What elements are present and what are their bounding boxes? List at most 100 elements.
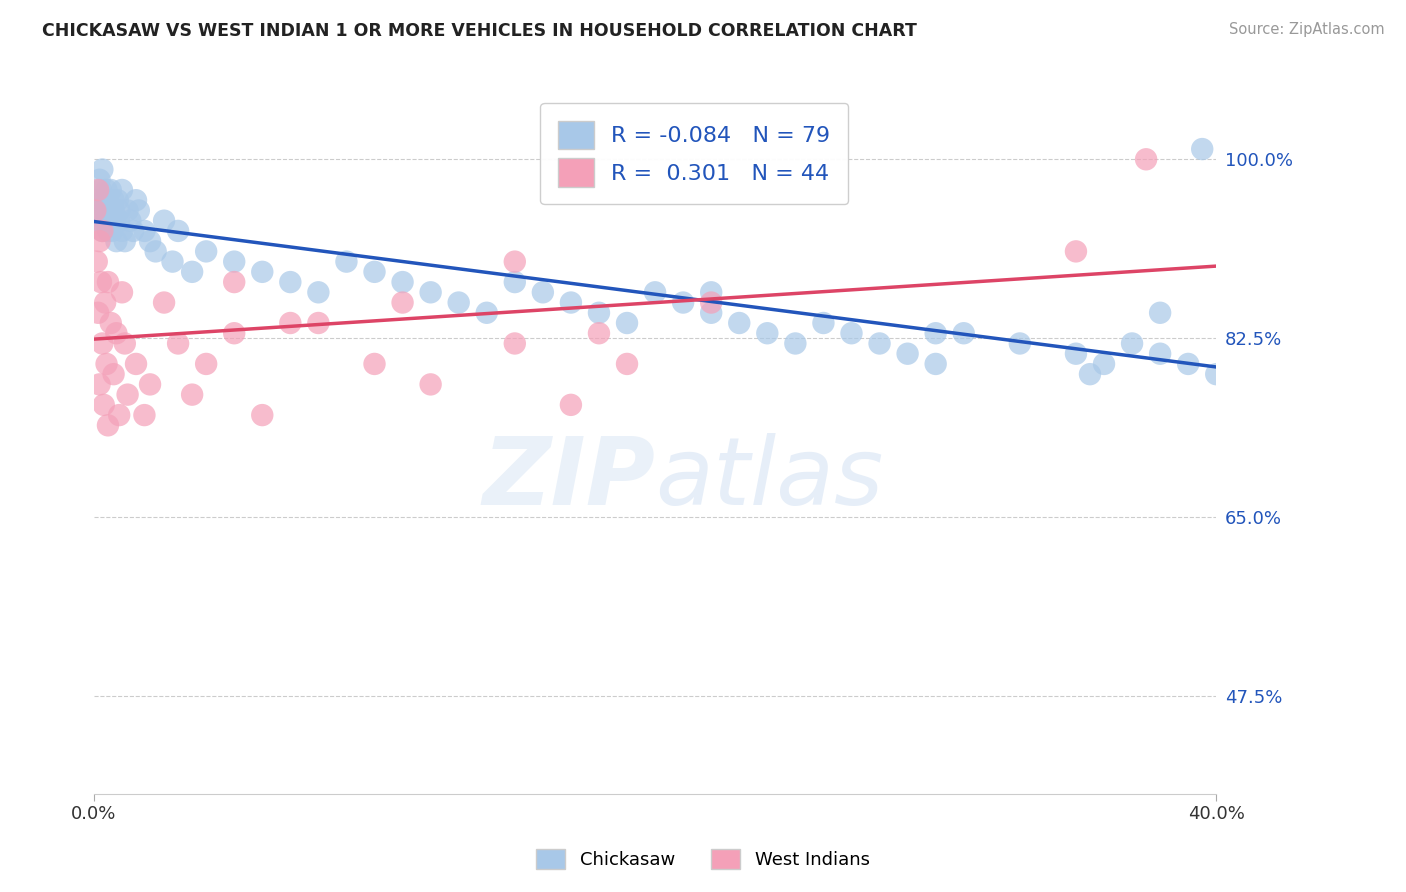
- Point: [1149, 306, 1171, 320]
- Point: [1092, 357, 1115, 371]
- Point: [139, 377, 162, 392]
- Point: [307, 285, 329, 300]
- Point: [91, 162, 114, 177]
- Point: [104, 213, 127, 227]
- Point: [278, 316, 301, 330]
- Point: [86, 193, 108, 207]
- Point: [785, 336, 807, 351]
- Point: [952, 326, 974, 341]
- Point: [93, 193, 115, 207]
- Point: [307, 316, 329, 330]
- Point: [97, 418, 120, 433]
- Point: [117, 387, 139, 401]
- Point: [111, 183, 134, 197]
- Legend: R = -0.084   N = 79, R =  0.301   N = 44: R = -0.084 N = 79, R = 0.301 N = 44: [540, 103, 848, 204]
- Point: [105, 234, 128, 248]
- Point: [97, 193, 120, 207]
- Point: [117, 203, 139, 218]
- Point: [616, 316, 638, 330]
- Point: [153, 295, 176, 310]
- Point: [700, 285, 723, 300]
- Point: [93, 398, 115, 412]
- Point: [96, 357, 118, 371]
- Point: [419, 285, 441, 300]
- Point: [89, 173, 111, 187]
- Point: [841, 326, 863, 341]
- Point: [335, 254, 357, 268]
- Point: [100, 316, 122, 330]
- Point: [252, 408, 274, 422]
- Point: [224, 254, 246, 268]
- Point: [108, 213, 131, 227]
- Point: [588, 326, 610, 341]
- Point: [103, 193, 125, 207]
- Point: [97, 224, 120, 238]
- Point: [167, 224, 190, 238]
- Point: [94, 295, 117, 310]
- Point: [363, 357, 385, 371]
- Point: [162, 254, 184, 268]
- Point: [181, 387, 204, 401]
- Point: [103, 367, 125, 381]
- Point: [391, 295, 413, 310]
- Point: [108, 408, 131, 422]
- Point: [1008, 336, 1031, 351]
- Point: [503, 336, 526, 351]
- Point: [700, 295, 723, 310]
- Point: [224, 326, 246, 341]
- Point: [91, 224, 114, 238]
- Point: [1205, 367, 1227, 381]
- Text: ZIP: ZIP: [482, 433, 655, 524]
- Legend: Chickasaw, West Indians: Chickasaw, West Indians: [527, 839, 879, 879]
- Point: [363, 265, 385, 279]
- Point: [89, 377, 111, 392]
- Point: [90, 183, 112, 197]
- Point: [120, 213, 142, 227]
- Point: [700, 306, 723, 320]
- Point: [91, 336, 114, 351]
- Point: [391, 275, 413, 289]
- Point: [103, 203, 125, 218]
- Point: [560, 295, 582, 310]
- Point: [1121, 336, 1143, 351]
- Point: [89, 234, 111, 248]
- Point: [96, 183, 118, 197]
- Point: [90, 275, 112, 289]
- Point: [139, 234, 162, 248]
- Point: [1149, 347, 1171, 361]
- Point: [86, 254, 108, 268]
- Point: [924, 326, 946, 341]
- Point: [224, 275, 246, 289]
- Point: [531, 285, 554, 300]
- Point: [128, 203, 150, 218]
- Point: [87, 183, 110, 197]
- Point: [756, 326, 779, 341]
- Point: [87, 203, 110, 218]
- Point: [1078, 367, 1101, 381]
- Point: [108, 203, 131, 218]
- Point: [1135, 153, 1157, 167]
- Point: [111, 224, 134, 238]
- Point: [87, 306, 110, 320]
- Point: [924, 357, 946, 371]
- Point: [181, 265, 204, 279]
- Point: [125, 357, 148, 371]
- Point: [145, 244, 167, 259]
- Point: [94, 213, 117, 227]
- Text: Source: ZipAtlas.com: Source: ZipAtlas.com: [1229, 22, 1385, 37]
- Point: [105, 326, 128, 341]
- Point: [616, 357, 638, 371]
- Point: [252, 265, 274, 279]
- Point: [728, 316, 751, 330]
- Point: [84, 203, 107, 218]
- Point: [114, 234, 136, 248]
- Point: [503, 254, 526, 268]
- Point: [114, 336, 136, 351]
- Point: [644, 285, 666, 300]
- Point: [100, 213, 122, 227]
- Point: [1064, 347, 1087, 361]
- Point: [897, 347, 920, 361]
- Point: [97, 275, 120, 289]
- Point: [278, 275, 301, 289]
- Point: [101, 224, 124, 238]
